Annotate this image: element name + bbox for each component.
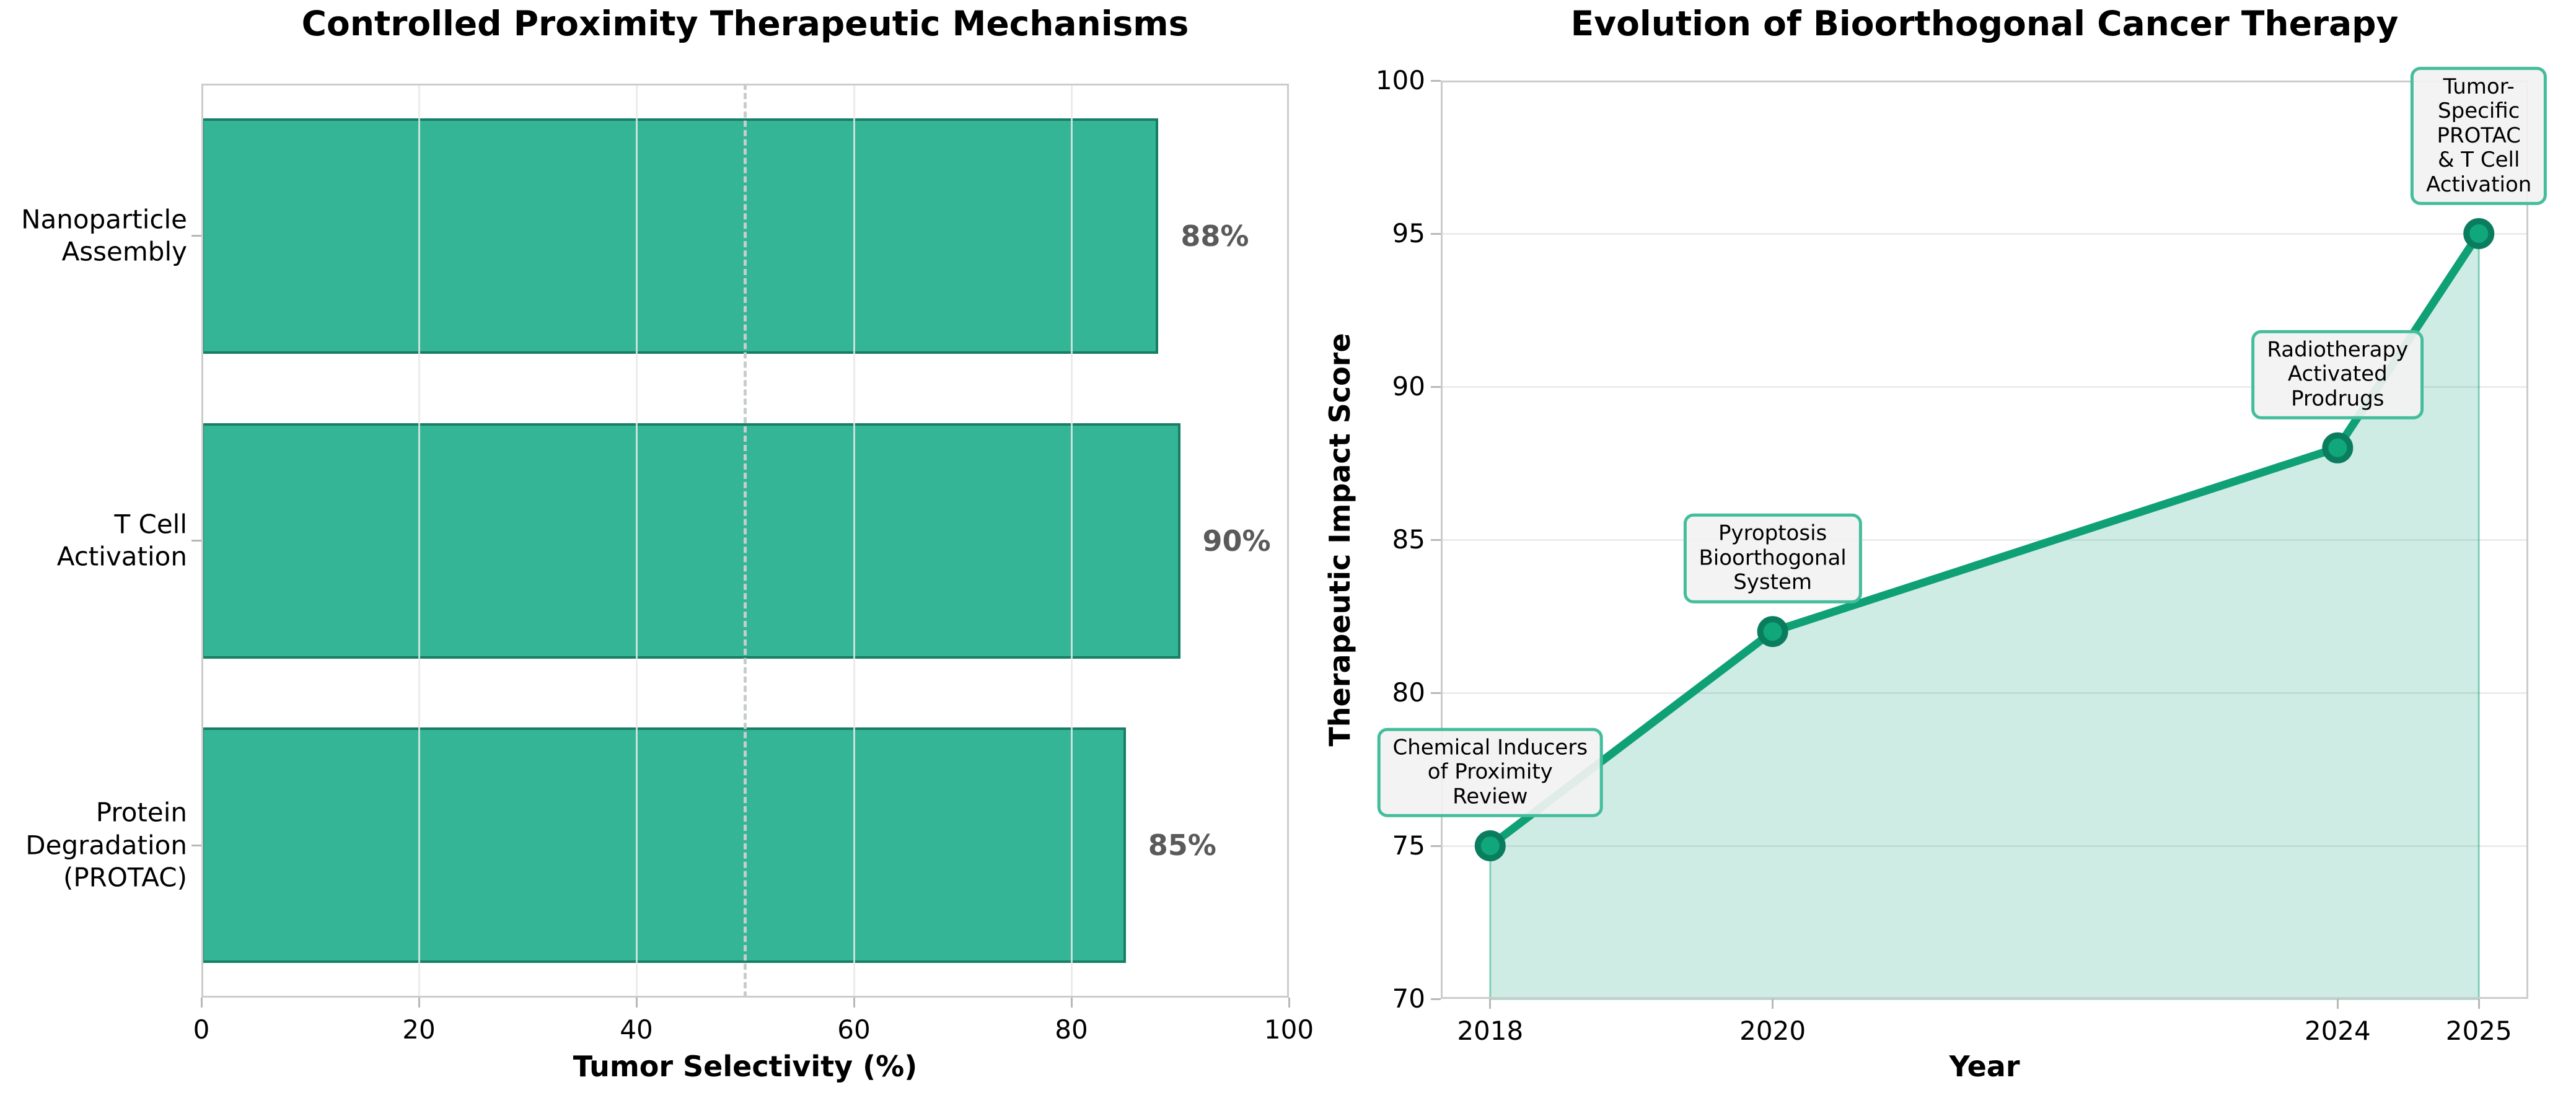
- x-grid-line: [418, 84, 420, 998]
- x-grid-line: [853, 84, 855, 998]
- axis-tick: [2336, 999, 2339, 1009]
- bar: [201, 118, 1159, 354]
- bar-chart-title: Controlled Proximity Therapeutic Mechani…: [301, 4, 1189, 43]
- annotation-box: Radiotherapy Activated Prodrugs: [2251, 330, 2424, 419]
- axis-tick: [1431, 385, 1441, 388]
- category-label: T Cell Activation: [56, 509, 187, 572]
- axis-tick: [1431, 232, 1441, 235]
- axis-tick: [1431, 998, 1441, 1000]
- x-tick-label: 0: [193, 1014, 210, 1045]
- line-chart-xaxis-label: Year: [1949, 1050, 2020, 1083]
- y-tick-label: 100: [1375, 65, 1425, 95]
- x-tick-label: 20: [402, 1014, 436, 1045]
- y-tick-label: 85: [1392, 524, 1425, 555]
- bar: [201, 727, 1126, 964]
- bar-chart-xaxis-label: Tumor Selectivity (%): [573, 1050, 918, 1083]
- y-grid-line: [1441, 845, 2528, 847]
- axis-tick: [2477, 999, 2480, 1009]
- data-point-marker: [1757, 616, 1788, 648]
- x-tick-label: 40: [620, 1014, 653, 1045]
- annotation-box: Pyroptosis Bioorthogonal System: [1683, 513, 1862, 604]
- y-tick-label: 70: [1392, 983, 1425, 1014]
- axis-tick: [1288, 998, 1290, 1008]
- bar-value-label: 88%: [1180, 219, 1249, 253]
- axis-tick: [191, 540, 201, 542]
- axis-tick: [853, 998, 855, 1008]
- x-tick-label: 2025: [2445, 1016, 2512, 1046]
- bar-value-label: 90%: [1202, 524, 1271, 558]
- annotation-box: Tumor-Specific PROTAC & T Cell Activatio…: [2411, 66, 2547, 205]
- annotation-box: Chemical Inducers of Proximity Review: [1377, 727, 1604, 817]
- axis-tick: [200, 998, 203, 1008]
- axis-tick: [1431, 692, 1441, 694]
- x-tick-label: 60: [837, 1014, 871, 1045]
- axis-tick: [1431, 538, 1441, 541]
- axis-tick: [191, 235, 201, 237]
- x-tick-label: 80: [1055, 1014, 1088, 1045]
- x-grid-line: [1070, 84, 1073, 998]
- y-grid-line: [1441, 692, 2528, 694]
- y-tick-label: 90: [1392, 371, 1425, 402]
- data-point-marker: [2322, 432, 2354, 463]
- x-tick-label: 2018: [1457, 1016, 1524, 1046]
- axis-tick: [1489, 999, 1492, 1009]
- x-tick-label: 100: [1264, 1014, 1314, 1045]
- reference-line: [744, 84, 747, 998]
- line-chart-yaxis-label: Therapeutic Impact Score: [1323, 333, 1356, 747]
- category-label: Protein Degradation (PROTAC): [25, 797, 187, 893]
- y-grid-line: [1441, 538, 2528, 541]
- axis-tick: [1431, 79, 1441, 82]
- axis-tick: [191, 844, 201, 846]
- y-tick-label: 95: [1392, 218, 1425, 248]
- x-grid-line: [635, 84, 638, 998]
- y-tick-label: 75: [1392, 830, 1425, 861]
- category-label: Nanoparticle Assembly: [21, 204, 187, 267]
- x-tick-label: 2024: [2304, 1016, 2371, 1046]
- y-grid-line: [1441, 232, 2528, 235]
- axis-tick: [1070, 998, 1073, 1008]
- y-tick-label: 80: [1392, 677, 1425, 708]
- x-tick-label: 2020: [1739, 1016, 1806, 1046]
- axis-tick: [1772, 999, 1774, 1009]
- bar-value-label: 85%: [1148, 828, 1216, 863]
- bar: [201, 423, 1180, 659]
- line-chart-title: Evolution of Bioorthogonal Cancer Therap…: [1570, 4, 2399, 43]
- axis-tick: [635, 998, 638, 1008]
- axis-tick: [1431, 845, 1441, 847]
- axis-tick: [418, 998, 420, 1008]
